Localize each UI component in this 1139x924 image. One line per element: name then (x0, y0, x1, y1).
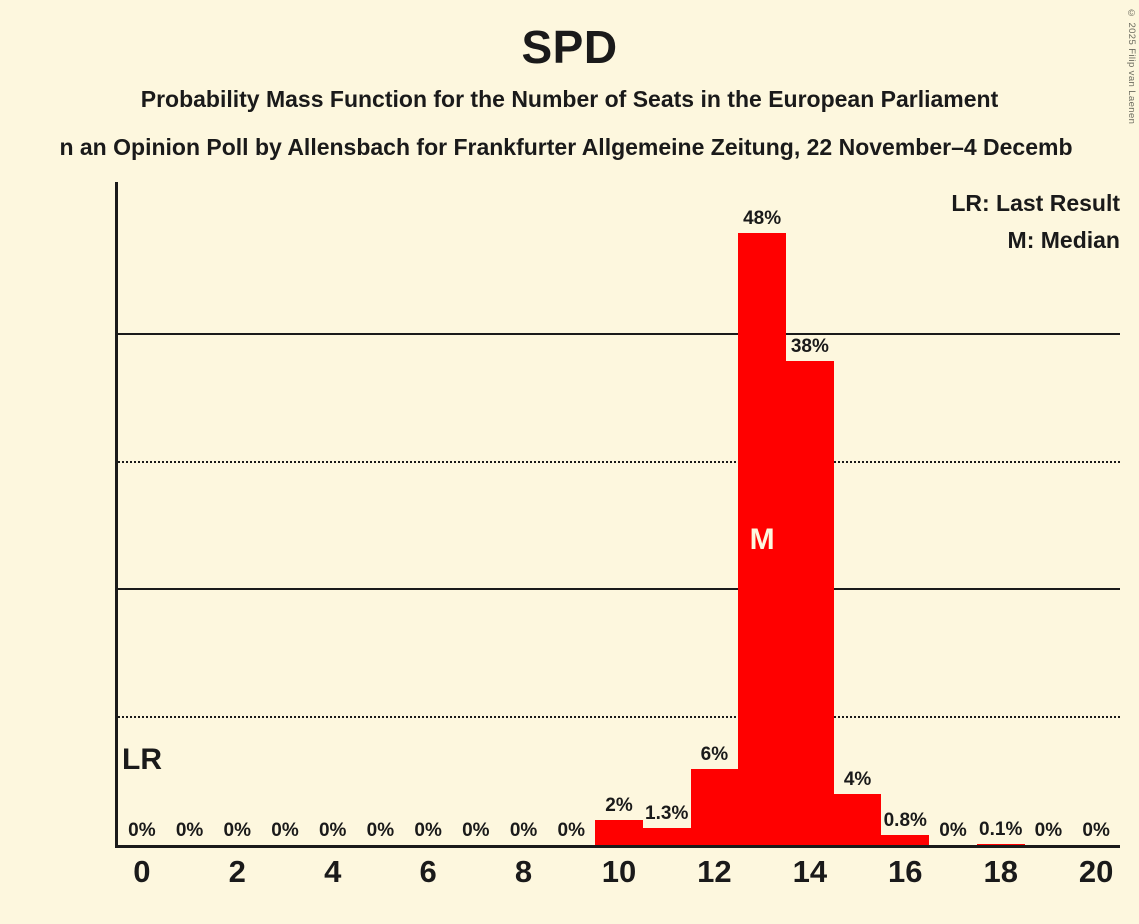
bar-value-label-seat-2: 0% (223, 820, 251, 841)
bar-seat-12[interactable] (690, 768, 739, 845)
last-result-marker: LR (122, 743, 162, 776)
legend-item-last-result: LR: Last Result (951, 190, 1120, 216)
bar-value-label-seat-19: 0% (1034, 820, 1063, 841)
bar-value-label-seat-8: 0% (509, 820, 538, 841)
bar-value-label-seat-11: 1.3% (645, 803, 689, 825)
legend-item-median: M: Median (1007, 227, 1120, 253)
x-axis-tick-label: 10 (601, 854, 637, 889)
bar-value-label-seat-15: 4% (843, 769, 872, 790)
bar-value-label-seat-10: 2% (605, 794, 633, 816)
x-axis-tick-label: 0 (133, 854, 151, 889)
bar-seat-10[interactable] (595, 819, 643, 845)
bar-value-label-seat-18: 0.1% (979, 818, 1023, 840)
bar-seat-18[interactable] (976, 843, 1025, 845)
x-axis-tick-label: 12 (697, 854, 732, 889)
x-axis-tick-label: 14 (792, 854, 828, 889)
gridline-40 (118, 333, 1120, 335)
x-axis-tick-label: 4 (324, 854, 342, 889)
bar-value-label-seat-3: 0% (271, 820, 299, 841)
bar-seat-16[interactable] (881, 834, 930, 845)
bar-value-label-seat-5: 0% (366, 820, 395, 841)
x-axis-line (115, 845, 1120, 848)
bar-value-label-seat-20: 0% (1082, 820, 1110, 841)
x-axis-tick-label: 18 (983, 854, 1018, 889)
gridline-20 (118, 588, 1120, 590)
bar-seat-14[interactable] (786, 360, 834, 845)
bar-seat-15[interactable] (833, 794, 882, 845)
bar-value-label-seat-1: 0% (175, 820, 204, 841)
chart-subtitle: Probability Mass Function for the Number… (140, 86, 999, 112)
bar-seat-13[interactable] (738, 233, 786, 845)
bar-value-label-seat-6: 0% (414, 820, 442, 841)
bar-seat-11[interactable] (642, 828, 691, 845)
bar-value-label-seat-13: 48% (743, 208, 782, 229)
bar-value-label-seat-4: 0% (318, 820, 347, 841)
bar-value-label-seat-14: 38% (790, 335, 829, 357)
bar-value-label-seat-9: 0% (557, 820, 585, 841)
x-axis-tick-label: 8 (514, 854, 533, 889)
bar-value-label-seat-12: 6% (700, 743, 729, 765)
plot-area: 2 0% 4 0% 0% 0% 0% 0% 0% 0% 0% 0% 0% 0% 2% 1.3% 6% 48% M 3… (115, 182, 1120, 889)
bar-value-label-seat-16: 0.8% (883, 809, 927, 831)
y-axis-line (115, 182, 118, 848)
bar-value-label-seat-0: 0% (128, 820, 156, 841)
chart-source-line: n an Opinion Poll by Allensbach for Fran… (59, 134, 1073, 160)
bar-value-label-seat-7: 0% (462, 820, 490, 841)
x-axis-tick-label: 6 (419, 854, 437, 889)
page-title: SPD (521, 21, 618, 73)
gridline-30 (118, 460, 1120, 463)
x-axis-tick-label: 20 (1078, 854, 1114, 889)
median-marker-label: M (749, 523, 775, 556)
gridline-10 (118, 715, 1120, 718)
x-axis-tick-label: 16 (888, 854, 923, 889)
copyright-notice: © 2025 Filip van Laenen (1126, 8, 1137, 125)
chart-legend: LR: Last Result M: Median (951, 185, 1120, 259)
bar-value-label-seat-17: 0% (939, 820, 967, 841)
x-axis-tick-label: 2 (228, 854, 246, 889)
